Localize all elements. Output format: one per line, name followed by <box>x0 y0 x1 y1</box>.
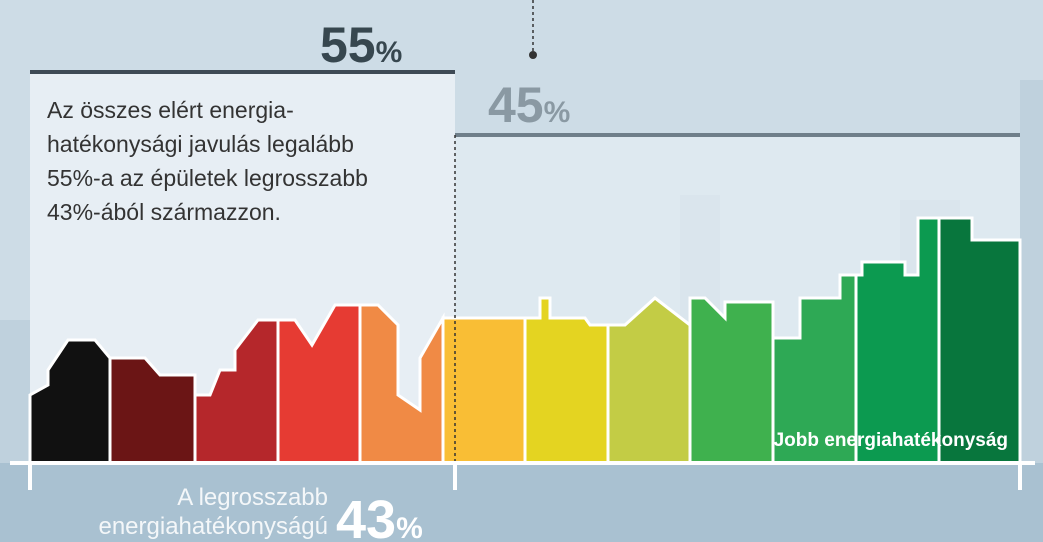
description-line: 43%-ából származzon. <box>47 199 281 225</box>
right-label: Jobb energiahatékonyság <box>774 430 1008 451</box>
bottom-label: A legrosszabb <box>177 484 328 511</box>
description-line: Az összes elért energia- <box>47 97 294 123</box>
description-line: 55%-a az épületek legrosszabb <box>47 165 368 191</box>
bottom-label: energiahatékonyságú <box>98 513 328 540</box>
pointer-dot <box>529 51 537 59</box>
description-line: hatékonysági javulás legalább <box>47 131 354 157</box>
infographic: 55% 45% Az összes elért energia- hatékon… <box>0 0 1043 542</box>
